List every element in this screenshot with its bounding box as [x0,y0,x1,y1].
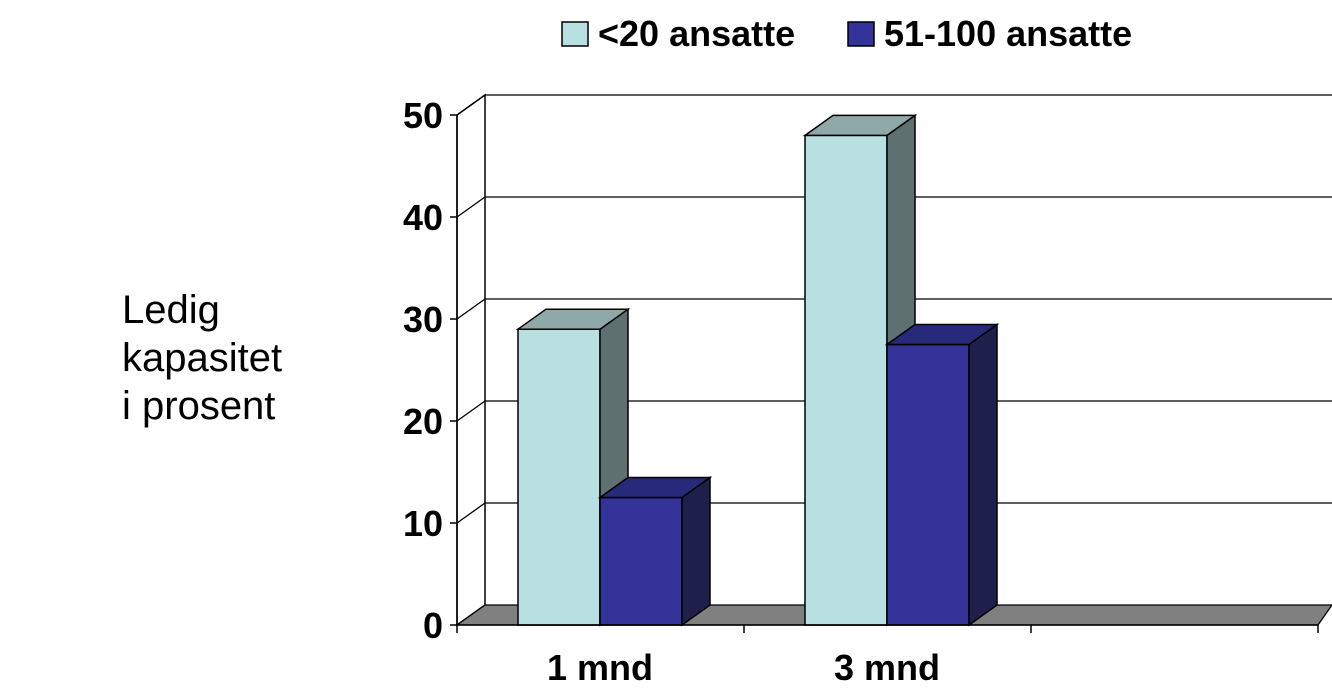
gridline-3 [456,298,1332,320]
axes: 0 10 20 30 40 50 1 mnd 3 mnd [403,95,1319,688]
y-tick-label-5: 50 [403,95,443,136]
bar-0-1 [597,476,713,627]
gridline-4 [456,196,1332,218]
bar-side [681,476,711,627]
gridline-2 [456,400,1332,422]
y-axis-label-line-1: Ledig kapasitet [122,288,283,380]
y-tick-label-1: 10 [403,503,443,544]
legend-swatch [561,21,589,47]
y-tick-label-0: 0 [423,605,443,646]
y-tick-label-2: 20 [403,401,443,442]
bar-front [886,343,970,626]
bar-1-1 [884,323,1000,627]
bars [515,113,1000,627]
legend-item-1: 51-100 ansatte [847,13,1132,54]
gridlines [456,94,1332,524]
x-tick-label-0: 1 mnd [547,647,653,688]
bar-top [802,114,918,137]
y-axis-label-line-2: i prosent [122,384,276,428]
bar-front [804,134,888,626]
x-tick-label-1: 3 mnd [834,647,940,688]
bar-top [515,308,631,330]
gridline-5 [456,94,1332,116]
bar-top [884,323,1000,346]
legend: <20 ansatte 51-100 ansatte [561,13,1132,54]
legend-label: 51-100 ansatte [884,13,1132,54]
bar-1-0 [802,113,918,627]
bar-top [597,476,713,499]
y-tick-label-4: 40 [403,197,443,238]
gridline-1 [456,502,1332,524]
legend-item-0: <20 ansatte [561,13,795,54]
y-axis-label: Ledig kapasitet i prosent [122,286,362,430]
y-tick-label-3: 30 [403,299,443,340]
bar-front [517,328,601,626]
bar-side [968,323,998,627]
legend-swatch [847,21,875,47]
legend-label: <20 ansatte [598,13,795,54]
bar-front [599,496,683,626]
side-wall [456,93,486,627]
